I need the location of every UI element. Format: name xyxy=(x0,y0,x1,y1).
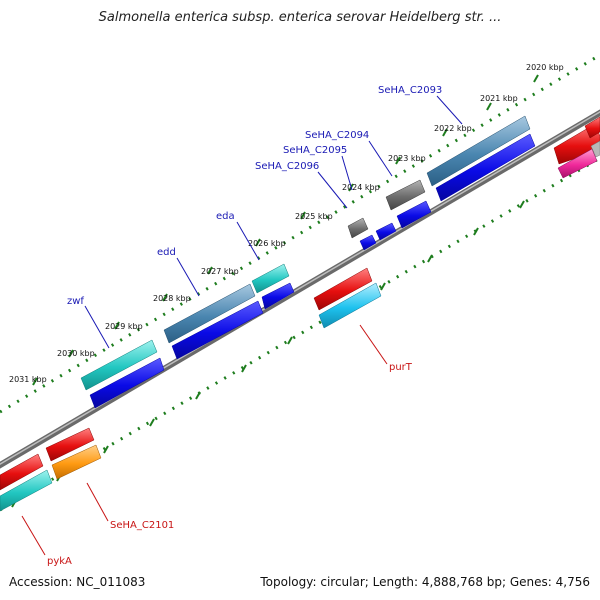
major-tick xyxy=(533,74,539,83)
tick-label-2022: 2022 kbp xyxy=(434,124,472,133)
major-tick xyxy=(442,128,448,137)
major-tick xyxy=(207,266,213,275)
major-tick xyxy=(114,321,120,330)
cds-zwf[interactable] xyxy=(89,357,165,409)
cds-SeHA_C2094[interactable] xyxy=(396,200,432,229)
outer-tick-lane xyxy=(0,53,600,414)
tick-label-2021: 2021 kbp xyxy=(480,94,518,103)
leader-purT xyxy=(359,324,388,365)
leader-edd xyxy=(176,257,200,297)
gene-label-SeHA_C2096[interactable]: SeHA_C2096 xyxy=(255,161,319,172)
leader-SeHA_C2096 xyxy=(317,171,348,209)
gene-red-edge[interactable] xyxy=(584,116,600,139)
leader-SeHA_C2093 xyxy=(436,95,463,125)
gene-SeHA_C2096[interactable] xyxy=(347,217,369,239)
gene-label-SeHA_C2094[interactable]: SeHA_C2094 xyxy=(305,130,369,141)
forward-gene-track xyxy=(80,115,531,391)
reverse-gene-track xyxy=(0,116,600,512)
gene-SeHA_C2101[interactable] xyxy=(51,444,102,480)
gene-red-left-a[interactable] xyxy=(0,453,44,491)
gene-label-zwf[interactable]: zwf xyxy=(67,296,84,307)
gene-label-edd[interactable]: edd xyxy=(157,247,176,258)
major-tick xyxy=(427,254,433,263)
gene-label-SeHA_C2093[interactable]: SeHA_C2093 xyxy=(378,85,442,96)
major-tick xyxy=(32,377,38,386)
genome-backbone xyxy=(0,109,600,469)
gene-label-eda[interactable]: eda xyxy=(216,211,235,222)
major-tick xyxy=(68,349,74,358)
cds-SeHA_C2095[interactable] xyxy=(375,222,397,241)
major-tick xyxy=(519,200,525,209)
forward-cds-track xyxy=(89,133,536,409)
genome-summary: Topology: circular; Length: 4,888,768 bp… xyxy=(260,575,590,589)
leader-SeHA_C2101 xyxy=(86,482,109,522)
gene-pykA[interactable] xyxy=(0,469,53,512)
gene-SeHA_C2094[interactable] xyxy=(385,179,426,211)
gene-label-SeHA_C2095[interactable]: SeHA_C2095 xyxy=(283,145,347,156)
gene-zwf[interactable] xyxy=(80,339,158,391)
accession-label: Accession: NC_011083 xyxy=(9,575,146,589)
gene-label-pykA[interactable]: pykA xyxy=(47,556,72,567)
leader-eda xyxy=(236,221,260,261)
tick-label-2023: 2023 kbp xyxy=(388,154,426,163)
gene-edd[interactable] xyxy=(163,283,256,344)
tick-label-2026: 2026 kbp xyxy=(248,239,286,248)
major-tick xyxy=(162,293,168,302)
major-tick xyxy=(473,227,479,236)
cds-SeHA_C2096[interactable] xyxy=(359,234,377,251)
major-tick xyxy=(287,336,293,345)
label-leaders xyxy=(21,95,463,556)
major-tick xyxy=(195,391,201,400)
gene-labels: SeHA_C2093 SeHA_C2094 SeHA_C2095 SeHA_C2… xyxy=(47,85,442,567)
tick-label-2030: 2030 kbp xyxy=(57,349,95,358)
tick-label-2025: 2025 kbp xyxy=(295,212,333,221)
map-title: Salmonella enterica subsp. enterica sero… xyxy=(98,10,502,25)
leader-SeHA_C2094 xyxy=(368,140,393,177)
tick-label-2028: 2028 kbp xyxy=(153,294,191,303)
leader-zwf xyxy=(84,305,110,349)
major-tick xyxy=(103,445,109,454)
tick-label-2020: 2020 kbp xyxy=(526,63,564,72)
leader-SeHA_C2095 xyxy=(341,155,353,191)
cds-SeHA_C2093[interactable] xyxy=(435,133,536,202)
major-tick xyxy=(255,238,261,247)
gene-purT[interactable] xyxy=(313,267,373,311)
gene-pink-right[interactable] xyxy=(557,148,598,179)
tick-label-2031: 2031 kbp xyxy=(9,375,47,384)
gene-eda[interactable] xyxy=(251,263,290,294)
major-tick xyxy=(149,418,155,427)
major-tick xyxy=(486,102,492,111)
cds-purT[interactable] xyxy=(318,282,382,329)
major-tick xyxy=(241,364,247,373)
gene-SeHA_C2093[interactable] xyxy=(426,115,531,187)
gene-red-left-b[interactable] xyxy=(45,427,95,462)
tick-label-2029: 2029 kbp xyxy=(105,322,143,331)
kbp-scale: 2020 kbp 2021 kbp 2022 kbp 2023 kbp 2024… xyxy=(9,63,564,508)
major-tick xyxy=(395,156,401,165)
leader-pykA xyxy=(21,515,46,556)
cds-eda[interactable] xyxy=(261,282,295,310)
gene-label-SeHA_C2101[interactable]: SeHA_C2101 xyxy=(110,520,174,531)
major-tick xyxy=(380,282,386,291)
major-tick xyxy=(300,211,306,220)
gene-gray-edge[interactable] xyxy=(590,140,600,158)
gene-label-purT[interactable]: purT xyxy=(389,362,413,373)
cds-edd[interactable] xyxy=(171,300,264,360)
tick-label-2027: 2027 kbp xyxy=(201,267,239,276)
tick-label-2024: 2024 kbp xyxy=(342,183,380,192)
